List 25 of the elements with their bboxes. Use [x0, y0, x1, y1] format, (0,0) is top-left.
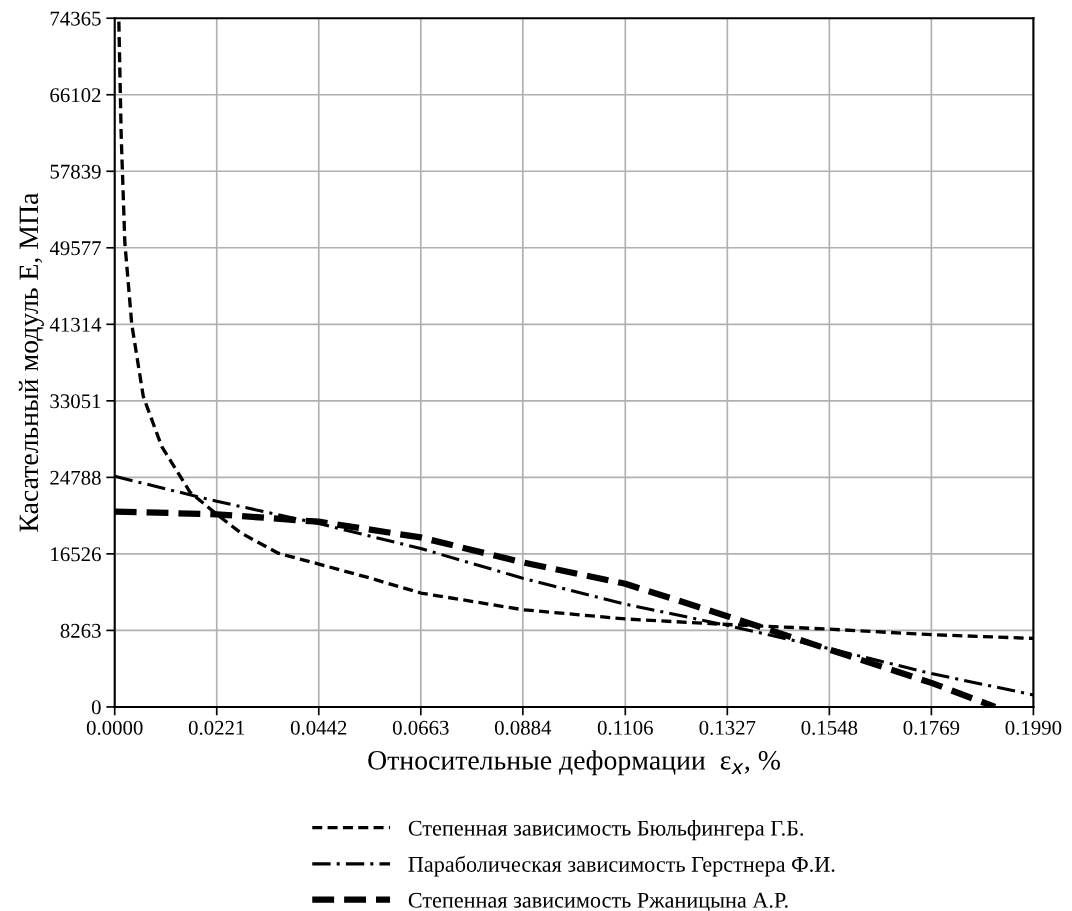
- legend-label: Степенная зависимость Ржаницына А.Р.: [408, 892, 788, 911]
- x-tick-label: 0.1327: [699, 720, 756, 735]
- x-tick-label: 0.1769: [903, 720, 960, 735]
- x-tick-label: 0.1106: [597, 720, 653, 735]
- x-tick-label: 0.1990: [1005, 720, 1062, 735]
- x-tick-label: 0.0663: [392, 720, 449, 735]
- y-tick-label: 57839: [50, 164, 101, 179]
- y-tick-label: 66102: [50, 88, 101, 103]
- legend-label: Параболическая зависимость Герстнера Ф.И.: [408, 855, 835, 877]
- x-tick-label: 0.0000: [86, 720, 143, 735]
- y-tick-label: 8263: [60, 623, 101, 638]
- y-tick-label: 0: [91, 700, 101, 715]
- y-axis-title: Касательный модуль E, МПа: [18, 192, 44, 532]
- x-tick-label: 0.0221: [188, 720, 245, 735]
- y-tick-label: 33051: [50, 394, 101, 409]
- x-tick-label: 0.0884: [494, 720, 552, 735]
- y-tick-label: 49577: [49, 241, 101, 256]
- y-tick-label: 16526: [51, 547, 101, 562]
- x-tick-label: 0.1548: [801, 720, 858, 735]
- y-tick-label: 41314: [49, 317, 102, 332]
- y-tick-label: 74365: [50, 11, 101, 26]
- x-axis-title: Относительные деформации ε$_{x}$, %: [368, 750, 780, 776]
- x-tick-label: 0.0442: [290, 720, 347, 735]
- y-tick-label: 24788: [50, 470, 101, 485]
- legend-label: Степенная зависимость Бюльфингера Г.Б.: [408, 820, 804, 841]
